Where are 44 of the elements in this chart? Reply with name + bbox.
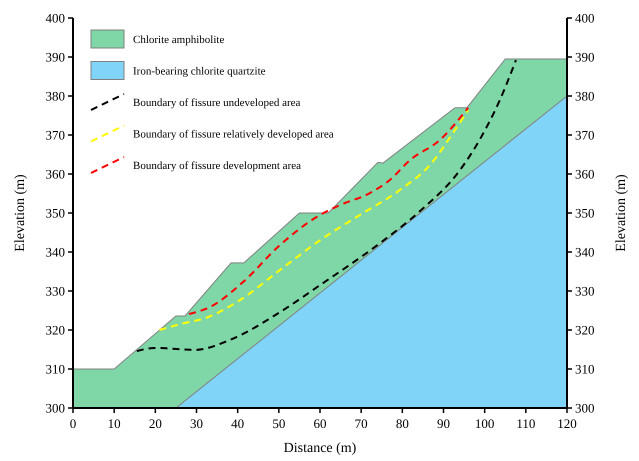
x-tick-label: 90 <box>437 416 450 431</box>
y2-tick-label: 330 <box>575 284 594 298</box>
x-tick-label: 30 <box>190 416 203 431</box>
y-tick-label: 370 <box>46 128 65 142</box>
x-tick-label: 70 <box>354 416 368 431</box>
y-tick-label: 350 <box>46 206 65 220</box>
line-series <box>188 106 470 316</box>
y-tick-label: 360 <box>46 166 65 182</box>
x-tick-label: 50 <box>272 416 286 431</box>
x-tick-label: 0 <box>70 416 76 431</box>
y-tick-label: 320 <box>46 322 65 338</box>
x-tick-label: 100 <box>474 416 494 431</box>
x-tick-label: 10 <box>108 416 121 431</box>
y-axis-title: Elevation (m) <box>13 174 28 252</box>
y2-tick-label: 300 <box>575 400 594 416</box>
y2-tick-label: 320 <box>575 322 594 338</box>
y2-tick-label: 360 <box>575 166 594 182</box>
y-tick-label: 390 <box>46 50 65 64</box>
y-tick-label: 310 <box>46 362 65 376</box>
x-tick-label: 120 <box>557 416 577 431</box>
y-tick-label: 330 <box>46 284 65 298</box>
y2-tick-label: 370 <box>575 128 594 142</box>
legend-label: Chlorite amphibolite <box>133 34 224 46</box>
y2-tick-label: 380 <box>575 88 594 104</box>
legend-label: Boundary of fissure relatively developed area <box>133 128 334 140</box>
y2-tick-label: 340 <box>575 244 594 260</box>
y2-tick-label: 350 <box>575 206 594 220</box>
legend-label: Iron-bearing chlorite quartzite <box>133 66 266 78</box>
y2-tick-label: 390 <box>575 50 594 64</box>
y2-axis-title: Elevation (m) <box>614 174 629 252</box>
x-tick-label: 40 <box>231 416 244 431</box>
y-tick-label: 400 <box>46 10 65 26</box>
x-tick-label: 60 <box>314 416 326 431</box>
legend-label: Boundary of fissure development area <box>133 160 302 172</box>
x-tick-label: 80 <box>396 416 409 431</box>
legend-label: Boundary of fissure undeveloped area <box>133 97 300 109</box>
y2-tick-label: 400 <box>575 10 594 26</box>
y-tick-label: 380 <box>46 88 65 104</box>
y2-tick-label: 310 <box>575 362 594 376</box>
y-tick-label: 300 <box>46 400 65 416</box>
x-tick-label: 20 <box>148 416 162 431</box>
x-axis-title: Distance (m) <box>284 441 357 456</box>
x-tick-label: 110 <box>516 416 536 431</box>
y-tick-label: 340 <box>46 244 65 260</box>
